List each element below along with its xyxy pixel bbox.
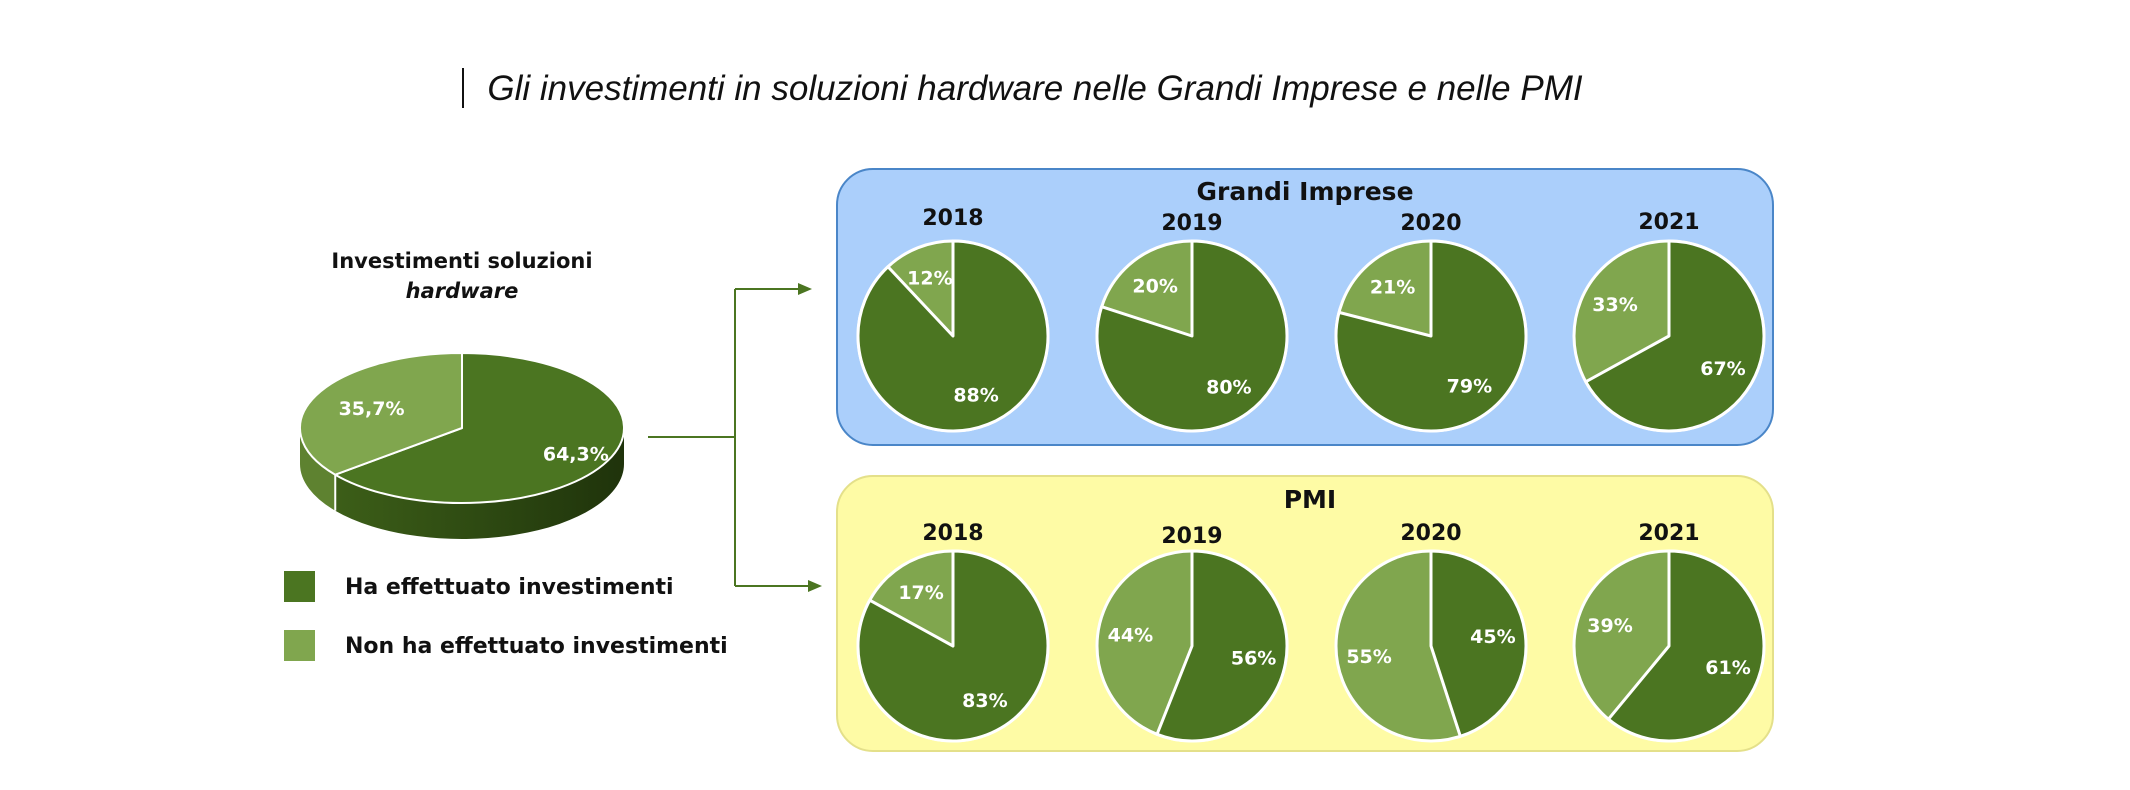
pmi-pie-2019-not-invested-label: 44% <box>1108 624 1153 646</box>
grandi-pie-2021-year: 2021 <box>1638 210 1699 235</box>
main-pie-3d: 64,3% 35,7% <box>299 352 625 539</box>
connector-arrows <box>648 288 812 587</box>
pmi-title: PMI <box>1284 485 1337 514</box>
grandi-imprese-panel <box>836 168 1774 446</box>
grandi-pie-2019-not-invested-label: 20% <box>1132 275 1177 297</box>
pmi-pie-2018-invested-slice <box>856 549 1050 743</box>
main-pie-title: Investimenti soluzioni <box>331 249 592 273</box>
arrowhead-grandi <box>798 283 812 295</box>
grandi-pie-2021-invested-label: 67% <box>1700 358 1745 380</box>
pmi-pie-2020-year: 2020 <box>1400 521 1461 546</box>
grandi-pie-2018-invested-label: 88% <box>953 384 998 406</box>
pmi-pie-2021-invested-slice <box>1606 549 1766 743</box>
arrowhead-pmi <box>808 580 822 592</box>
grandi-pie-2019-year: 2019 <box>1161 211 1222 236</box>
main-pie-invested-side <box>335 428 624 539</box>
grandi-pie-2019-invested-slice <box>1095 239 1289 433</box>
grandi-pie-2020-year: 2020 <box>1400 211 1461 236</box>
grandi-imprese-title: Grandi Imprese <box>1196 177 1413 206</box>
legend-label-invested: Ha effettuato investimenti <box>345 575 674 600</box>
main-pie-invested-label: 64,3% <box>543 443 609 465</box>
grandi-pie-2019-invested-label: 80% <box>1206 377 1251 399</box>
grandi-pie-2018-invested-slice <box>856 239 1050 433</box>
pmi-pie-2021-invested-label: 61% <box>1705 657 1750 679</box>
grandi-pie-2020-not-invested-label: 21% <box>1370 276 1415 298</box>
grandi-pie-2020-invested-slice <box>1334 239 1528 433</box>
main-pie-not-invested-side <box>300 428 336 511</box>
main-pie-invested-slice <box>334 352 625 504</box>
pmi-pie-2021-not-invested-label: 39% <box>1587 615 1632 637</box>
pmi-pie-2021-year: 2021 <box>1638 521 1699 546</box>
grandi-pie-2021-invested-slice <box>1584 239 1766 433</box>
main-pie-title-italic: hardware <box>406 279 519 303</box>
pmi-panel <box>836 475 1774 752</box>
pmi-pie-2019-invested-label: 56% <box>1231 648 1276 670</box>
legend-label-not-invested: Non ha effettuato investimenti <box>345 634 728 659</box>
chart-title: Gli investimenti in soluzioni hardware n… <box>487 69 1582 108</box>
pmi-pie-2018-invested-label: 83% <box>962 690 1007 712</box>
main-pie-not-invested-label: 35,7% <box>339 398 405 420</box>
grandi-pie-2018-year: 2018 <box>922 206 983 231</box>
grandi-pie-2020-invested-label: 79% <box>1447 376 1492 398</box>
pmi-pie-2020-not-invested-label: 55% <box>1346 646 1391 668</box>
pmi-pie-2018-year: 2018 <box>922 521 983 546</box>
pmi-pie-2018-not-invested-label: 17% <box>898 582 943 604</box>
pmi-pies: 83% 17% 2018 56% 44% 2019 45% 55% 2020 61% 39% 2021 <box>856 521 1766 743</box>
pmi-pie-2019-year: 2019 <box>1161 524 1222 549</box>
main-pie-not-invested-slice <box>299 352 463 476</box>
pmi-pie-2020-invested-label: 45% <box>1470 626 1515 648</box>
legend-swatch-not-invested <box>284 630 315 661</box>
grandi-imprese-pies: 88% 12% 2018 80% 20% 2019 79% 21% 2020 67% 33% 2021 <box>856 206 1766 433</box>
grandi-pie-2018-not-invested-label: 12% <box>907 268 952 290</box>
pmi-pie-2019-invested-slice <box>1155 549 1289 743</box>
grandi-pie-2021-not-invested-label: 33% <box>1592 294 1637 316</box>
legend-swatch-invested <box>284 571 315 602</box>
pmi-pie-2020-invested-slice <box>1429 549 1528 738</box>
